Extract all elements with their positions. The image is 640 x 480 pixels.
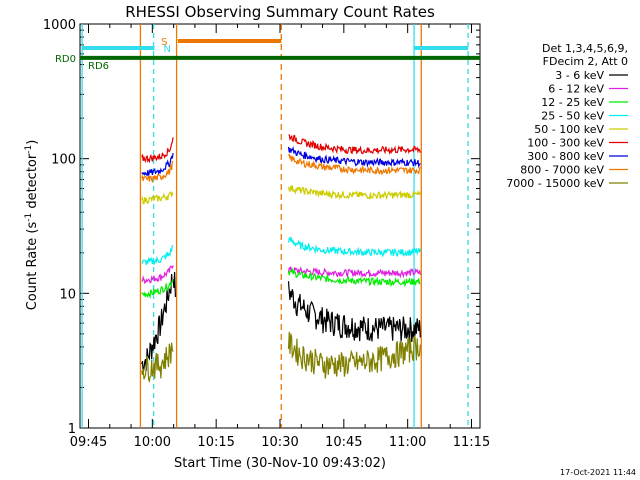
series-line-5-a <box>141 137 174 164</box>
x-tick-label-0: 09:45 <box>70 435 107 450</box>
y-tick-label-3: 1000 <box>43 18 76 33</box>
series-line-4-a <box>141 191 174 205</box>
series-line-7-a <box>141 160 174 184</box>
y-axis-label: Count Rate (s-1 detector-1) <box>24 140 40 311</box>
series-line-4-b <box>287 185 421 201</box>
legend-label-5: 100 - 300 keV <box>527 137 604 150</box>
legend-label-7: 800 - 7000 keV <box>520 164 604 177</box>
series-line-2-a <box>141 278 174 299</box>
timestamp: 17-Oct-2021 11:44 <box>560 468 636 477</box>
series-line-0-b <box>287 281 421 343</box>
chart-title: RHESSI Observing Summary Count Rates <box>125 3 435 21</box>
legend-header-1: Det 1,3,4,5,6,9, <box>542 42 628 55</box>
n-marker-label: N <box>163 44 170 55</box>
series-line-2-b <box>287 267 421 288</box>
x-axis-label: Start Time (30-Nov-10 09:43:02) <box>174 456 386 471</box>
series-lines <box>141 134 421 383</box>
x-axis-ticks: 09:45 10:00 10:15 10:30 10:45 11:00 11:15 <box>70 24 490 450</box>
y-tick-label-1: 10 <box>59 287 76 302</box>
series-line-6-a <box>141 153 174 177</box>
y-tick-label-0: 1 <box>68 422 76 437</box>
x-tick-label-1: 10:00 <box>134 435 171 450</box>
legend-label-6: 300 - 800 keV <box>527 150 604 163</box>
series-line-6-b <box>287 145 421 169</box>
series-line-8-a <box>141 342 174 383</box>
legend-label-2: 12 - 25 keV <box>541 96 604 109</box>
legend-label-8: 7000 - 15000 keV <box>506 177 604 190</box>
series-line-0-a <box>141 271 176 374</box>
series-line-7-b <box>288 152 421 176</box>
legend-label-1: 6 - 12 keV <box>548 83 604 96</box>
legend-label-0: 3 - 6 keV <box>555 69 604 82</box>
legend-header-2: FDecim 2, Att 0 <box>543 55 628 68</box>
series-line-5-b <box>288 134 421 155</box>
series-line-1-b <box>287 266 421 279</box>
x-tick-label-3: 10:30 <box>261 435 298 450</box>
series-line-3-b <box>287 236 421 258</box>
time-markers: SN <box>81 24 469 428</box>
s-marker-label: S <box>161 37 167 48</box>
series-line-1-a <box>141 265 174 285</box>
legend-label-3: 25 - 50 keV <box>541 110 604 123</box>
series-line-8-b <box>287 331 421 379</box>
x-tick-label-6: 11:15 <box>453 435 490 450</box>
series-line-3-a <box>141 244 174 266</box>
legend-label-4: 50 - 100 keV <box>534 123 604 136</box>
rate-decimation-lines: RD0 RD6 <box>55 54 480 72</box>
x-tick-label-2: 10:15 <box>197 435 234 450</box>
rd0-label: RD0 <box>55 54 76 65</box>
rd6-label: RD6 <box>88 61 109 72</box>
x-tick-label-5: 11:00 <box>389 435 426 450</box>
y-tick-label-2: 100 <box>51 153 76 168</box>
y-axis-ticks: 1 10 100 1000 <box>43 18 480 437</box>
x-tick-label-4: 10:45 <box>325 435 362 450</box>
